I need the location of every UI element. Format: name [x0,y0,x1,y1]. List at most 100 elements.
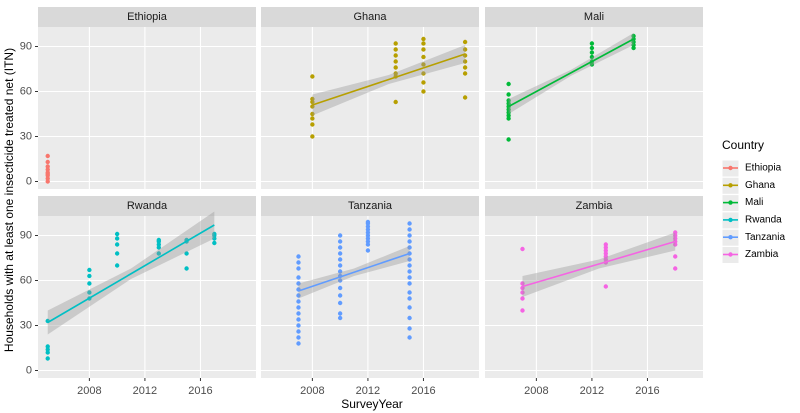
point [421,80,426,85]
x-axis-title: SurveyYear [341,397,403,411]
point [296,260,301,265]
point [114,231,120,237]
point [407,335,412,340]
strip-label: Ethiopia [127,11,168,23]
point [310,122,315,127]
point [337,300,343,306]
point [212,231,217,237]
legend-label: Rwanda [745,215,782,226]
point [45,159,50,165]
point [407,269,412,274]
point [184,251,189,256]
point [296,275,301,280]
legend-label: Zambia [745,249,779,260]
point [407,257,412,262]
point [520,281,525,286]
point [393,71,398,76]
fit-line [47,224,215,324]
point [421,47,426,52]
point [462,71,468,76]
point [589,41,595,46]
point [337,233,343,238]
point [673,230,678,235]
point [45,344,50,349]
x-tick-label: 2008 [524,385,548,397]
point [407,296,412,301]
point [603,284,609,289]
point [337,293,343,298]
legend-label: Mali [745,197,763,208]
y-tick-label: 90 [20,40,32,52]
legend-dot [728,200,733,205]
point [407,233,412,238]
point [589,45,595,51]
point [407,315,412,321]
point [337,269,343,274]
point [212,240,217,246]
strip [485,7,703,27]
point [184,266,189,271]
y-tick-label: 0 [26,175,32,187]
point [337,285,343,291]
point [407,290,412,295]
point [393,65,398,70]
point [462,65,468,70]
point [296,329,301,334]
point [589,50,595,55]
y-tick-label: 60 [20,85,32,97]
point [421,54,426,60]
point [337,278,343,283]
x-tick-label: 2012 [133,385,157,397]
point [114,242,120,247]
point [296,305,301,310]
point [296,299,301,304]
point [421,41,426,46]
fit-line [508,38,634,108]
panel [261,27,479,189]
point [337,311,343,316]
y-tick-label: 0 [26,364,32,376]
point [462,95,468,100]
point [603,242,609,247]
point [506,92,511,97]
point [393,47,398,52]
y-tick-label: 60 [20,274,32,286]
point [407,305,412,310]
point [506,98,511,103]
point [462,47,468,52]
point [407,239,412,244]
strip-label: Mali [584,11,604,23]
point [310,111,315,117]
legend-dot [728,235,733,240]
point [365,219,371,225]
strip-label: Rwanda [127,200,168,212]
point [407,281,412,286]
point [296,323,301,328]
point [506,81,511,87]
y-axis-title: Households with at least one insecticide… [2,48,16,352]
panel [38,27,256,189]
fit-line [522,240,676,288]
point [310,116,315,121]
point [296,317,301,322]
point [114,263,120,268]
panel [485,27,703,189]
point [296,341,301,346]
point [520,246,525,252]
point [337,315,343,321]
point [421,71,426,76]
strip [261,7,479,27]
strip-label: Zambia [576,200,614,212]
x-tick-label: 2016 [188,385,212,397]
legend-label: Ghana [745,180,775,191]
point [310,74,315,79]
point [87,267,92,273]
point [87,290,92,295]
legend-dot [728,252,733,257]
point [393,41,398,46]
point [114,236,120,241]
point [520,308,525,313]
y-tick-label: 90 [20,229,32,241]
point [310,96,315,102]
point [310,134,315,139]
